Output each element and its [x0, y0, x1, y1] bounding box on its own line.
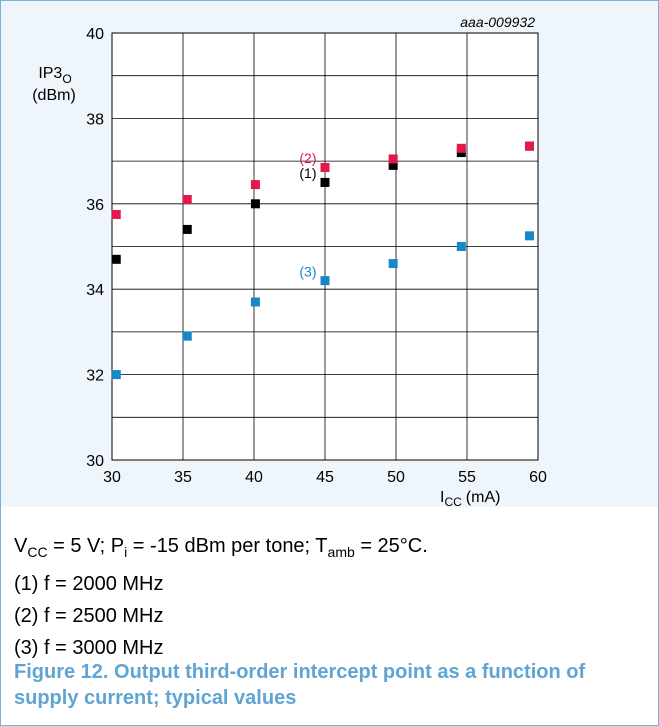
conditions-line: VCC = 5 V; Pi = -15 dBm per tone; Tamb =… [14, 535, 428, 560]
x-tick-label: 45 [316, 469, 334, 486]
data-point-series-3 [111, 370, 121, 380]
tick-labels: 30 35 40 45 50 55 60 30 32 34 36 38 40 [86, 26, 547, 486]
y-axis-unit: (dBm) [32, 87, 76, 104]
data-points [111, 141, 534, 380]
y-tick-label: 30 [86, 453, 104, 470]
series-label: (2) [299, 150, 316, 166]
y-tick-label: 32 [86, 368, 104, 385]
data-point-series-1 [182, 224, 192, 234]
x-axis-label: ICC (mA) [440, 489, 500, 509]
y-axis-label: IP3O [38, 65, 71, 86]
data-point-series-3 [182, 331, 192, 341]
note-series-3: (3) f = 3000 MHz [14, 637, 164, 659]
data-point-series-1 [388, 160, 398, 170]
data-point-series-2 [250, 180, 260, 190]
x-tick-label: 40 [245, 469, 263, 486]
x-tick-label: 50 [387, 469, 405, 486]
note-series-1: (1) f = 2000 MHz [14, 573, 164, 595]
series-annotations: (2)(1) (3) [299, 150, 316, 279]
data-point-series-2 [388, 154, 398, 164]
data-point-series-2 [524, 141, 534, 151]
data-point-series-3 [524, 231, 534, 241]
data-point-series-1 [250, 199, 260, 209]
series-label: (3) [299, 263, 316, 279]
data-point-series-3 [388, 259, 398, 269]
data-point-series-2 [182, 195, 192, 205]
data-point-series-3 [250, 297, 260, 307]
data-point-series-1 [320, 177, 330, 187]
data-point-series-3 [456, 242, 466, 251]
y-tick-label: 38 [86, 111, 104, 128]
x-tick-label: 35 [174, 469, 192, 486]
x-tick-label: 60 [529, 469, 547, 486]
figure-caption: Figure 12. Output third-order intercept … [14, 661, 586, 709]
series-label: (1) [299, 165, 316, 181]
y-tick-label: 36 [86, 197, 104, 214]
chart-notes: VCC = 5 V; Pi = -15 dBm per tone; Tamb =… [14, 530, 428, 664]
y-tick-label: 34 [86, 282, 104, 299]
data-point-series-3 [320, 276, 330, 286]
y-tick-label: 40 [86, 26, 104, 43]
image-code: aaa-009932 [460, 14, 535, 30]
x-tick-label: 30 [103, 469, 121, 486]
data-point-series-2 [456, 143, 466, 153]
chart-grid [111, 32, 539, 461]
note-series-2: (2) f = 2500 MHz [14, 605, 164, 627]
ip3-chart: 30 35 40 45 50 55 60 30 32 34 36 38 40 (2)(1) (3) aaa… [32, 14, 547, 509]
data-point-series-1 [111, 254, 121, 264]
data-point-series-2 [320, 163, 330, 173]
data-point-series-2 [111, 209, 121, 219]
x-tick-label: 55 [458, 469, 476, 486]
